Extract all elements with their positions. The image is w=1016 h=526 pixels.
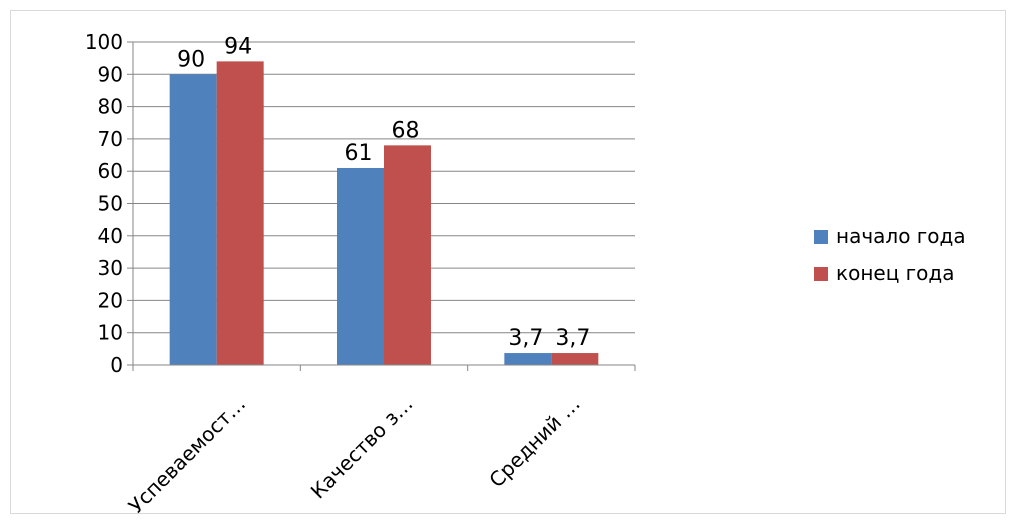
bar-1-0 <box>337 167 384 365</box>
y-tick-label-70: 70 <box>98 127 123 151</box>
category-label-2: Средний … <box>484 392 585 493</box>
legend-label-0: начало года <box>836 224 966 248</box>
bar-0-1 <box>216 61 264 365</box>
data-label-0-0: 90 <box>177 47 205 72</box>
y-tick-label-50: 50 <box>98 192 123 216</box>
y-tick-label-0: 0 <box>110 353 123 377</box>
y-tick-label-60: 60 <box>98 159 123 183</box>
y-tick-label-20: 20 <box>98 288 123 312</box>
y-tick-label-30: 30 <box>98 256 123 280</box>
data-label-0-1: 94 <box>224 34 252 59</box>
legend-swatch-1 <box>814 267 828 281</box>
y-tick-label-90: 90 <box>98 62 123 86</box>
legend-label-1: конец года <box>836 261 955 285</box>
axes: 0 10 20 30 40 50 60 70 80 90 100 <box>85 30 636 377</box>
y-tick-label-80: 80 <box>98 95 123 119</box>
data-label-2-0: 3,7 <box>508 326 543 351</box>
legend-swatch-0 <box>814 230 828 244</box>
bar-1-1 <box>384 145 431 365</box>
bar-2-1 <box>551 353 599 365</box>
category-label-1: Качество з… <box>306 392 418 504</box>
category-label-0: Успеваемост… <box>124 392 250 518</box>
bars <box>169 61 599 366</box>
bar-0-0 <box>169 74 217 366</box>
y-tick-label-100: 100 <box>85 30 123 54</box>
y-tick-label-40: 40 <box>98 224 123 248</box>
data-label-1-1: 68 <box>392 118 420 143</box>
data-label-1-0: 61 <box>345 141 373 166</box>
legend: начало года конец года <box>814 224 966 285</box>
data-label-2-1: 3,7 <box>555 326 590 351</box>
y-tick-label-10: 10 <box>98 321 123 345</box>
bar-2-0 <box>504 353 552 365</box>
